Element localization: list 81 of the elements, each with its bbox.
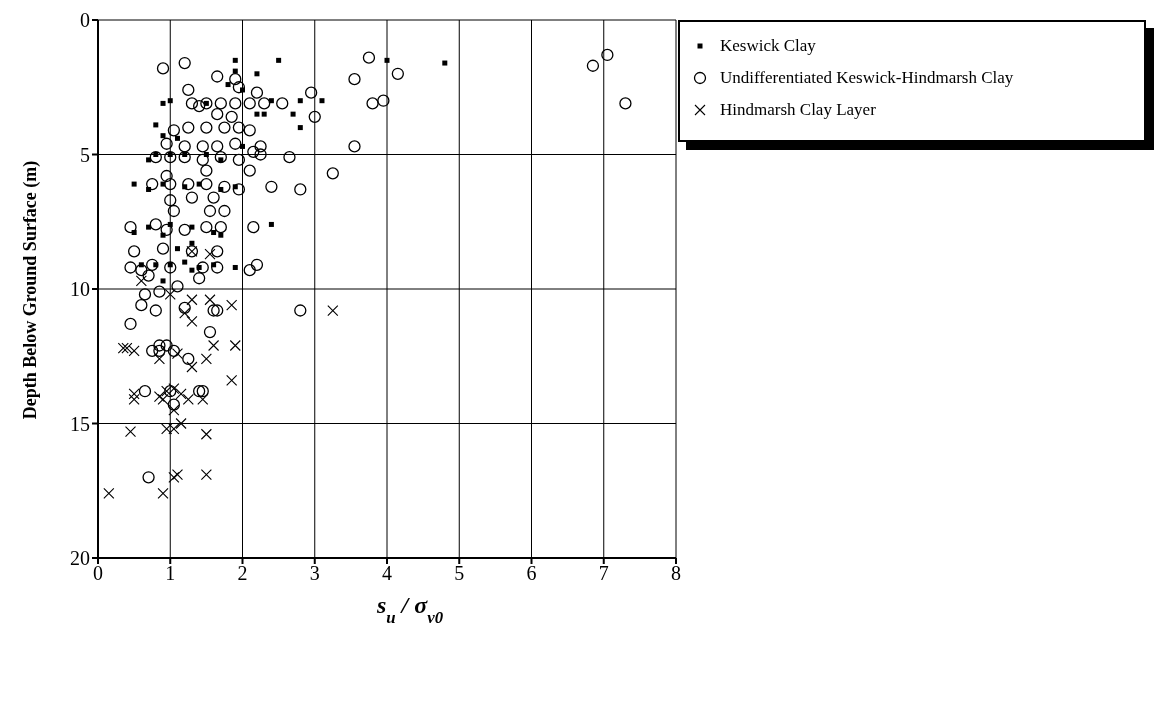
point bbox=[103, 487, 115, 499]
point bbox=[186, 361, 198, 373]
x-tick-label: 7 bbox=[598, 562, 609, 585]
point bbox=[261, 111, 267, 117]
point bbox=[161, 385, 173, 397]
point bbox=[153, 122, 159, 128]
legend-label: Hindmarsh Clay Layer bbox=[720, 100, 876, 120]
point bbox=[171, 469, 184, 481]
x-tick-label: 3 bbox=[309, 562, 320, 585]
x-tick-label: 5 bbox=[454, 562, 465, 585]
point bbox=[197, 393, 209, 405]
point bbox=[168, 471, 180, 483]
point bbox=[168, 404, 180, 416]
point bbox=[135, 275, 147, 287]
point bbox=[229, 339, 241, 352]
x-axis-title: s$_{u}$ / σ$_{v0}$ bbox=[375, 592, 444, 627]
point bbox=[189, 267, 195, 273]
point bbox=[297, 98, 303, 104]
point bbox=[226, 299, 238, 311]
point bbox=[160, 133, 166, 139]
legend-label: Keswick Clay bbox=[720, 36, 816, 56]
point bbox=[175, 388, 187, 400]
point bbox=[254, 71, 260, 77]
point bbox=[225, 82, 231, 88]
point bbox=[384, 57, 390, 63]
point bbox=[208, 339, 220, 352]
y-tick-label: 0 bbox=[80, 9, 90, 32]
point bbox=[232, 57, 238, 63]
x-tick-label: 2 bbox=[237, 562, 248, 585]
x-tick-label: 8 bbox=[671, 562, 681, 585]
point bbox=[186, 245, 198, 257]
point bbox=[153, 391, 165, 403]
y-tick-label: 15 bbox=[70, 412, 90, 435]
x-tick-label: 6 bbox=[526, 562, 537, 585]
point bbox=[174, 135, 180, 141]
point bbox=[124, 426, 137, 438]
point bbox=[179, 307, 191, 319]
point bbox=[131, 181, 137, 187]
y-axis-title: Depth Below Ground Surface (m) bbox=[20, 160, 41, 420]
point bbox=[182, 393, 194, 405]
point bbox=[182, 259, 188, 265]
point bbox=[175, 417, 187, 430]
point bbox=[153, 353, 165, 365]
point bbox=[276, 57, 282, 63]
point bbox=[200, 353, 212, 365]
point bbox=[218, 232, 224, 238]
point bbox=[168, 382, 180, 395]
y-tick-label: 20 bbox=[70, 547, 90, 570]
point bbox=[204, 294, 216, 306]
point bbox=[146, 224, 152, 230]
point bbox=[128, 393, 140, 405]
point bbox=[297, 125, 303, 131]
point bbox=[164, 288, 176, 300]
point bbox=[211, 230, 217, 236]
point bbox=[186, 294, 198, 306]
point bbox=[157, 487, 169, 499]
point bbox=[128, 388, 140, 400]
point bbox=[232, 264, 238, 270]
point bbox=[186, 315, 198, 327]
point bbox=[290, 111, 296, 117]
point bbox=[200, 428, 212, 440]
point bbox=[167, 98, 173, 104]
point bbox=[319, 98, 325, 104]
point bbox=[160, 278, 166, 284]
point bbox=[157, 393, 169, 405]
point bbox=[174, 246, 180, 252]
point bbox=[442, 60, 448, 66]
point bbox=[327, 304, 339, 317]
point bbox=[171, 348, 184, 360]
x-tick-label: 4 bbox=[382, 562, 392, 585]
point bbox=[160, 100, 166, 106]
point bbox=[204, 248, 216, 260]
point bbox=[254, 111, 260, 117]
point bbox=[226, 374, 238, 387]
point bbox=[268, 221, 274, 227]
legend-label: Undifferentiated Keswick-Hindmarsh Clay bbox=[720, 68, 1014, 88]
y-tick-label: 5 bbox=[80, 143, 90, 166]
y-tick-label: 10 bbox=[70, 278, 90, 301]
point bbox=[200, 469, 212, 481]
x-tick-label: 1 bbox=[165, 562, 176, 585]
point bbox=[121, 342, 133, 354]
